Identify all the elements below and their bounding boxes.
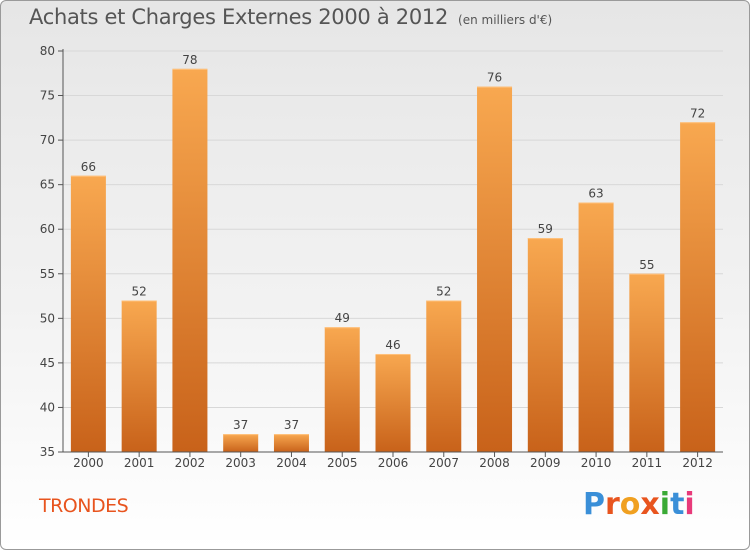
data-label-2010: 63 [588, 186, 603, 200]
logo-letter: x [640, 487, 660, 522]
x-tick-label-2007: 2007 [428, 456, 459, 470]
logo-letter: r [605, 487, 620, 522]
x-tick-label-2003: 2003 [225, 456, 256, 470]
y-tick-label: 50 [40, 311, 55, 325]
x-tick-label-2008: 2008 [479, 456, 510, 470]
bar-2008 [477, 86, 513, 453]
logo-letter: i [684, 487, 695, 522]
logo-letter: t [670, 487, 685, 522]
data-label-2006: 46 [385, 338, 400, 352]
data-label-2011: 55 [639, 258, 654, 272]
bar-2001 [121, 300, 157, 452]
data-label-2004: 37 [284, 418, 299, 432]
y-tick-label: 80 [40, 44, 55, 58]
bar-2011 [629, 273, 665, 452]
x-tick-label-2000: 2000 [73, 456, 104, 470]
labels: 35 40 45 50 55 60 65 70 75 80 66 2000 52 2001 78 2002 37… [40, 44, 713, 470]
bar-2003 [223, 434, 259, 452]
x-tick-label-2010: 2010 [581, 456, 612, 470]
x-tick-label-2004: 2004 [276, 456, 307, 470]
logo-letter: i [659, 487, 671, 522]
x-tick-label-2002: 2002 [175, 456, 206, 470]
x-tick-label-2005: 2005 [327, 456, 358, 470]
y-tick-label: 60 [40, 222, 55, 236]
chart-title-text: Achats et Charges Externes 2000 à 2012 [29, 5, 449, 29]
y-tick-label: 55 [40, 267, 55, 281]
bar-2002 [172, 68, 208, 453]
x-tick-label-2006: 2006 [378, 456, 409, 470]
bar-2004 [273, 434, 309, 452]
bar-2007 [426, 300, 462, 452]
logo-letter: P [583, 487, 605, 522]
x-tick-label-2012: 2012 [682, 456, 713, 470]
chart-unit: (en milliers d'€) [458, 13, 553, 27]
bar-2005 [324, 327, 360, 452]
x-tick-label-2009: 2009 [530, 456, 561, 470]
data-label-2009: 59 [538, 222, 553, 236]
data-label-2003: 37 [233, 418, 248, 432]
x-tick-label-2011: 2011 [632, 456, 663, 470]
proxiti-logo[interactable]: Proxiti [583, 487, 695, 522]
bar-2009 [527, 238, 563, 452]
bar-2000 [70, 175, 106, 452]
data-label-2000: 66 [81, 160, 96, 174]
data-label-2005: 49 [335, 311, 350, 325]
data-label-2002: 78 [182, 53, 197, 67]
y-tick-label: 65 [40, 178, 55, 192]
data-label-2012: 72 [690, 106, 705, 120]
y-tick-label: 40 [40, 400, 55, 414]
y-tick-label: 35 [40, 445, 55, 459]
commune-name: TRONDES [39, 495, 129, 517]
y-tick-label: 75 [40, 89, 55, 103]
y-tick-label: 45 [40, 356, 55, 370]
bar-2006 [375, 353, 411, 452]
data-label-2007: 52 [436, 285, 451, 299]
y-tick-label: 70 [40, 133, 55, 147]
data-label-2008: 76 [487, 71, 502, 85]
chart-title: Achats et Charges Externes 2000 à 2012 (e… [29, 5, 552, 29]
data-label-2001: 52 [132, 285, 147, 299]
bar-2010 [578, 202, 614, 452]
bar-2012 [680, 122, 716, 453]
bars [70, 68, 716, 453]
x-tick-label-2001: 2001 [124, 456, 155, 470]
logo-letter: o [619, 487, 641, 522]
axes [58, 49, 723, 457]
